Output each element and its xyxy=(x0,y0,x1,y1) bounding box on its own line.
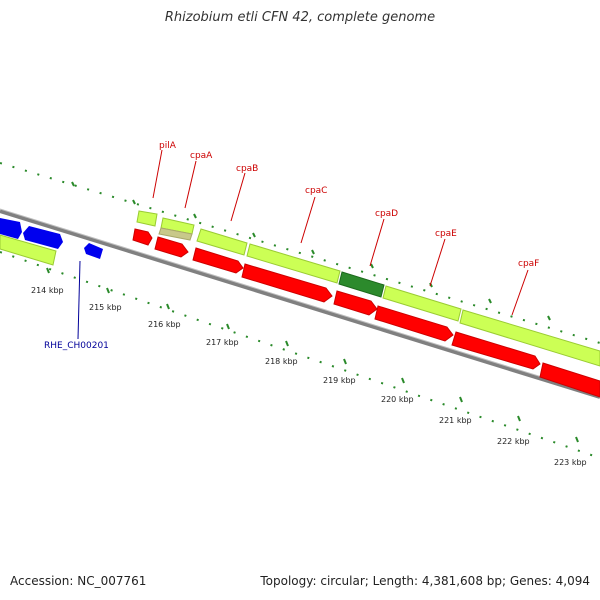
blue-genes xyxy=(0,218,103,259)
gene-red-2 xyxy=(154,236,189,258)
position-label-214: 214 kbp xyxy=(31,286,64,295)
gene-cpaD[interactable] xyxy=(338,271,385,298)
gene-red-4 xyxy=(241,263,333,303)
gene-red-3 xyxy=(192,247,244,274)
position-label-217: 217 kbp xyxy=(206,338,239,347)
gene-label-RHE_CH00201: RHE_CH00201 xyxy=(44,341,109,351)
position-label-222: 222 kbp xyxy=(497,437,530,446)
position-label-223: 223 kbp xyxy=(554,458,587,467)
position-label-215: 215 kbp xyxy=(89,303,122,312)
gene-label-cpaE: cpaE xyxy=(435,229,457,239)
gene-label-cpaB: cpaB xyxy=(236,164,258,174)
gene-red-8 xyxy=(539,362,600,398)
gene-cpaB[interactable] xyxy=(196,228,248,256)
position-label-216: 216 kbp xyxy=(148,320,181,329)
inner-tick-ring xyxy=(0,251,600,459)
gene-label-leaders xyxy=(77,149,529,340)
position-label-220: 220 kbp xyxy=(381,395,414,404)
accession-label: Accession: NC_007761 xyxy=(10,574,147,588)
gene-label-cpaA: cpaA xyxy=(190,151,213,161)
inner-major-ticks xyxy=(46,267,579,443)
reverse-strand-genes xyxy=(132,228,600,398)
gene-blue-left xyxy=(0,218,22,239)
gene-cpaA-khaki xyxy=(158,227,193,241)
gene-red-6 xyxy=(374,305,454,342)
gene-red-1 xyxy=(132,228,153,246)
position-label-218: 218 kbp xyxy=(265,357,298,366)
gene-cpaC[interactable] xyxy=(246,243,341,284)
gene-pilA[interactable] xyxy=(136,210,158,227)
gene-label-cpaF: cpaF xyxy=(518,259,539,269)
outer-major-ticks xyxy=(71,181,551,321)
gene-RHE_CH00201[interactable] xyxy=(84,243,103,259)
outer-tick-ring xyxy=(0,162,600,344)
gene-blue-2 xyxy=(23,226,63,249)
gene-red-5 xyxy=(333,290,378,316)
position-labels: 214 kbp 215 kbp 216 kbp 217 kbp 218 kbp … xyxy=(31,286,587,467)
gene-cpaE[interactable] xyxy=(382,285,462,322)
gene-cpaF[interactable] xyxy=(459,309,600,367)
gene-label-cpaD: cpaD xyxy=(375,209,398,219)
genome-summary: Topology: circular; Length: 4,381,608 bp… xyxy=(260,574,590,588)
gene-red-7 xyxy=(451,331,541,370)
forward-strand-genes xyxy=(0,210,600,367)
gene-left-lime xyxy=(0,234,57,266)
genome-backbone xyxy=(0,208,600,399)
position-label-219: 219 kbp xyxy=(323,376,356,385)
position-label-221: 221 kbp xyxy=(439,416,472,425)
gene-labels: pilA cpaA cpaB cpaC cpaD cpaE cpaF RHE_C… xyxy=(44,141,539,351)
genome-title: Rhizobium etli CFN 42, complete genome xyxy=(164,10,436,25)
gene-label-cpaC: cpaC xyxy=(305,186,327,196)
gene-label-pilA: pilA xyxy=(159,141,177,151)
